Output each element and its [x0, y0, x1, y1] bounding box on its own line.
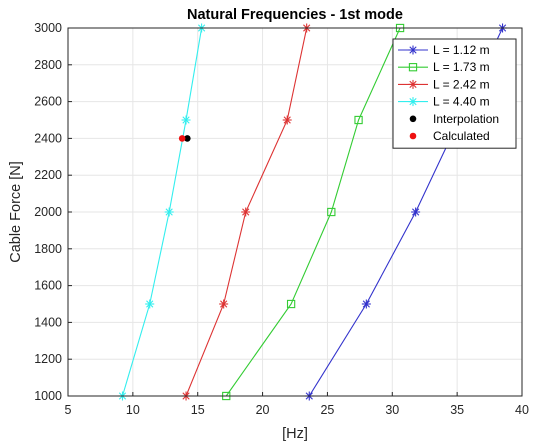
x-tick-label: 25 — [320, 403, 334, 417]
grid-lines — [67, 27, 523, 397]
y-tick-label: 1800 — [34, 242, 62, 256]
legend-label: L = 4.40 m — [433, 95, 490, 109]
series-1 — [222, 23, 405, 401]
chart-title: Natural Frequencies - 1st mode — [187, 7, 403, 23]
x-tick-label: 5 — [65, 403, 72, 417]
y-tick-label: 3000 — [34, 21, 62, 35]
series-5 — [178, 135, 186, 142]
legend-marker — [409, 132, 417, 140]
x-tick-label: 10 — [126, 403, 140, 417]
y-tick-label: 2000 — [34, 205, 62, 219]
legend-label: Calculated — [433, 129, 490, 143]
data-point — [411, 207, 421, 217]
y-tick-label: 2400 — [34, 131, 62, 145]
legend-label: Interpolation — [433, 112, 499, 126]
y-tick-label: 1000 — [34, 389, 62, 403]
data-point — [361, 299, 371, 309]
series-4 — [184, 135, 191, 142]
x-tick-label: 15 — [191, 403, 205, 417]
y-tick-label: 2800 — [34, 58, 62, 72]
data-point — [286, 299, 296, 309]
legend-entry: Interpolation — [409, 112, 499, 126]
data-point — [327, 207, 336, 217]
y-tick-label: 1600 — [34, 279, 62, 293]
x-axis-title: [Hz] — [282, 426, 308, 442]
y-tick-label: 1200 — [34, 352, 62, 366]
x-tick-label: 40 — [515, 403, 529, 417]
data-point — [354, 115, 363, 125]
legend-box — [392, 38, 517, 149]
legend-label: L = 2.42 m — [433, 77, 490, 91]
y-axis-title: Cable Force [N] — [8, 161, 24, 263]
data-point — [241, 207, 251, 217]
data-point — [219, 299, 229, 309]
y-tick-label: 1400 — [34, 315, 62, 329]
legend-entry: L = 1.73 m — [398, 60, 490, 74]
legend-marker — [409, 115, 417, 123]
legend-label: L = 1.73 m — [433, 60, 490, 74]
legend-marker — [408, 63, 418, 72]
legend-entry: Calculated — [409, 129, 490, 143]
ticks: 5 10 15 20 25 30 35 40 1000 1200 1400 1600 1800 2000 2… — [34, 21, 529, 417]
legend-entry: L = 4.40 m — [398, 95, 490, 109]
legend-label: L = 1.12 m — [433, 43, 490, 57]
legend-marker — [408, 79, 418, 89]
data-point — [145, 299, 155, 309]
series-line — [225, 27, 401, 397]
legend-marker — [408, 45, 418, 55]
data-point — [282, 115, 292, 125]
x-tick-label: 30 — [385, 403, 399, 417]
legend-entry: L = 1.12 m — [398, 43, 490, 57]
data-point — [164, 207, 174, 217]
series-layer — [117, 23, 508, 401]
y-tick-label: 2600 — [34, 95, 62, 109]
y-tick-label: 2200 — [34, 168, 62, 182]
legend-marker — [408, 97, 418, 107]
legend-entry: L = 2.42 m — [398, 77, 490, 91]
legend: L = 1.12 m L = 1.73 m L = 2.42 m L = 4.40 m… — [392, 38, 517, 149]
x-tick-label: 35 — [450, 403, 464, 417]
x-tick-label: 20 — [256, 403, 270, 417]
data-point — [178, 135, 186, 142]
data-point — [184, 135, 191, 142]
data-point — [181, 115, 191, 125]
